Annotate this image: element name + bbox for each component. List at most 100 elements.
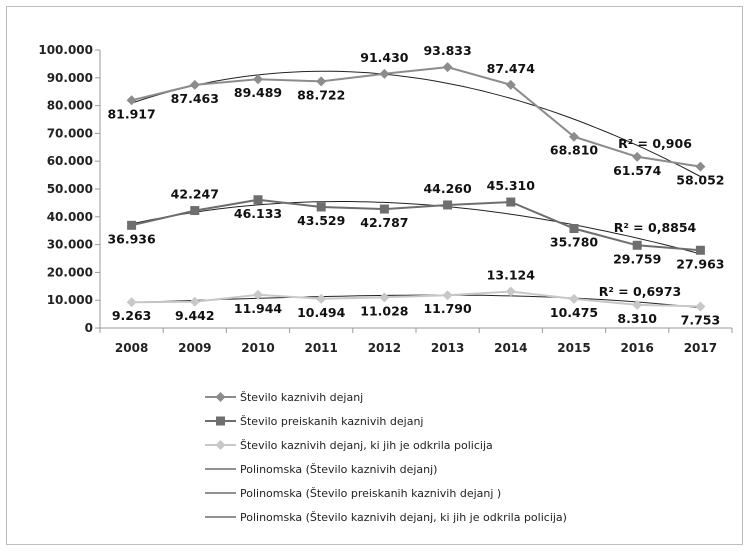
- data-point-investigated: [506, 197, 516, 207]
- r2-label-investigated: R² = 0,8854: [614, 220, 697, 235]
- data-label-investigated: 42.247: [171, 187, 219, 202]
- data-point-police: [253, 289, 263, 300]
- y-tick-label: 80.000: [47, 99, 93, 113]
- legend-label-trend-investigated: Polinomska (Število preiskanih kaznivih …: [240, 487, 501, 500]
- data-label-total: 81.917: [107, 106, 155, 121]
- data-point-police: [442, 290, 453, 301]
- data-label-total: 87.474: [487, 61, 536, 76]
- x-tick-label: 2013: [431, 341, 464, 355]
- data-label-police: 9.442: [175, 308, 215, 323]
- data-label-investigated: 46.133: [234, 206, 282, 221]
- data-label-investigated: 43.529: [297, 213, 345, 228]
- trendline-total: [131, 70, 701, 177]
- data-label-total: 68.810: [550, 143, 599, 158]
- legend-label-police: Število kaznivih dejanj, ki jih je odkri…: [240, 439, 493, 452]
- data-label-investigated: 44.260: [423, 181, 472, 196]
- data-label-police: 10.475: [550, 305, 598, 320]
- x-tick-label: 2016: [620, 341, 653, 355]
- data-label-total: 87.463: [171, 91, 219, 106]
- data-label-police: 9.263: [112, 308, 152, 323]
- data-point-investigated: [190, 206, 200, 216]
- r2-label-total: R² = 0,906: [618, 136, 692, 151]
- legend-label-trend-total: Polinomska (Število kaznivih dejanj): [240, 463, 437, 476]
- data-point-investigated: [632, 240, 642, 250]
- data-label-police: 8.310: [617, 311, 657, 326]
- data-point-total: [379, 68, 390, 79]
- x-tick-label: 2009: [178, 341, 211, 355]
- data-point-total: [316, 76, 327, 87]
- y-tick-label: 50.000: [47, 182, 93, 196]
- series-line-total: [131, 66, 701, 168]
- data-point-police: [695, 301, 706, 312]
- x-tick-label: 2012: [368, 341, 401, 355]
- legend-label-trend-police: Polinomska (Število kaznivih dejanj, ki …: [240, 511, 567, 524]
- y-tick-label: 90.000: [47, 71, 93, 85]
- data-label-investigated: 36.936: [107, 231, 156, 246]
- series-line-investigated: [131, 198, 701, 252]
- data-point-investigated: [316, 202, 326, 212]
- data-label-police: 11.028: [360, 303, 408, 318]
- y-tick-label: 100.000: [38, 43, 93, 57]
- x-tick-label: 2011: [304, 341, 337, 355]
- legend-marker-total: [215, 392, 226, 402]
- y-tick-label: 30.000: [47, 238, 93, 252]
- data-point-total: [632, 151, 643, 162]
- x-tick-label: 2017: [684, 341, 717, 355]
- data-label-total: 88.722: [297, 87, 345, 102]
- y-tick-label: 60.000: [47, 154, 93, 168]
- data-point-investigated: [127, 220, 137, 230]
- data-label-investigated: 27.963: [676, 256, 724, 271]
- data-label-police: 11.944: [234, 301, 283, 316]
- data-point-total: [442, 62, 453, 73]
- data-point-police: [505, 286, 516, 297]
- data-point-investigated: [569, 224, 579, 234]
- data-label-investigated: 45.310: [487, 178, 536, 193]
- data-point-total: [569, 131, 579, 142]
- y-tick-label: 70.000: [47, 126, 93, 140]
- data-point-police: [126, 297, 137, 308]
- data-label-police: 13.124: [487, 268, 536, 283]
- data-point-total: [126, 95, 137, 106]
- data-label-total: 91.430: [360, 50, 409, 65]
- data-point-investigated: [443, 200, 453, 210]
- data-label-investigated: 29.759: [613, 251, 661, 266]
- data-label-total: 58.052: [676, 173, 724, 188]
- y-tick-label: 40.000: [47, 210, 93, 224]
- data-label-total: 89.489: [234, 85, 282, 100]
- data-label-police: 11.790: [423, 301, 472, 316]
- x-tick-label: 2008: [115, 341, 148, 355]
- x-tick-label: 2014: [494, 341, 527, 355]
- data-point-investigated: [253, 195, 263, 205]
- x-tick-label: 2015: [557, 341, 590, 355]
- chart-frame: [6, 6, 743, 545]
- data-point-investigated: [379, 204, 389, 214]
- data-point-police: [379, 292, 390, 303]
- r2-label-police: R² = 0,6973: [599, 284, 682, 299]
- x-tick-label: 2010: [241, 341, 274, 355]
- data-point-police: [189, 296, 200, 307]
- data-point-investigated: [695, 245, 705, 255]
- data-label-investigated: 42.787: [360, 215, 408, 230]
- data-label-investigated: 35.780: [550, 235, 599, 250]
- data-point-police: [316, 293, 327, 304]
- legend-label-investigated: Število preiskanih kaznivih dejanj: [240, 415, 423, 428]
- legend-label-total: Število kaznivih dejanj: [240, 391, 363, 404]
- data-point-police: [632, 299, 643, 310]
- data-point-total: [253, 74, 263, 85]
- data-label-police: 7.753: [681, 312, 721, 327]
- series-line-police: [131, 290, 701, 308]
- data-point-total: [505, 79, 516, 90]
- data-point-total: [695, 161, 706, 172]
- data-point-police: [569, 293, 579, 304]
- data-point-total: [189, 79, 200, 90]
- legend-marker-police: [215, 440, 226, 450]
- data-label-total: 93.833: [423, 43, 471, 58]
- legend-marker-investigated: [216, 416, 225, 426]
- y-tick-label: 0: [85, 321, 93, 335]
- data-label-police: 10.494: [297, 305, 346, 320]
- y-tick-label: 10.000: [47, 293, 93, 307]
- y-tick-label: 20.000: [47, 265, 93, 279]
- data-label-total: 61.574: [613, 163, 662, 178]
- trendline-investigated: [131, 201, 701, 255]
